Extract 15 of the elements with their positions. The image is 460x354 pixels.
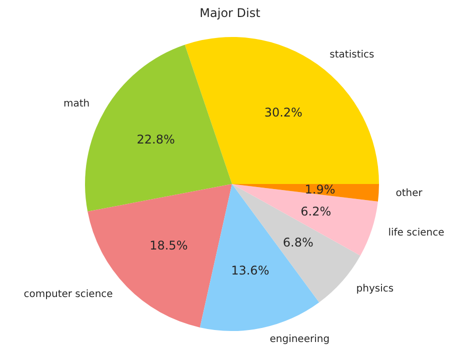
slice-label: physics xyxy=(356,284,394,295)
slice-label: other xyxy=(396,188,424,199)
slice-label: math xyxy=(63,98,90,110)
data-label: 30.2% xyxy=(264,105,302,120)
data-label: 18.5% xyxy=(150,238,188,252)
data-label: 6.8% xyxy=(282,235,314,250)
slice-label: computer science xyxy=(24,289,113,300)
slice-label: statistics xyxy=(330,49,374,60)
data-label: 22.8% xyxy=(136,132,175,147)
data-label: 13.6% xyxy=(231,263,270,278)
data-label: 6.2% xyxy=(300,204,332,218)
data-label: 1.9% xyxy=(304,182,336,196)
chart-title: Major Dist xyxy=(200,6,261,20)
slice-label: engineering xyxy=(270,334,330,346)
slice-label: life science xyxy=(388,228,444,239)
